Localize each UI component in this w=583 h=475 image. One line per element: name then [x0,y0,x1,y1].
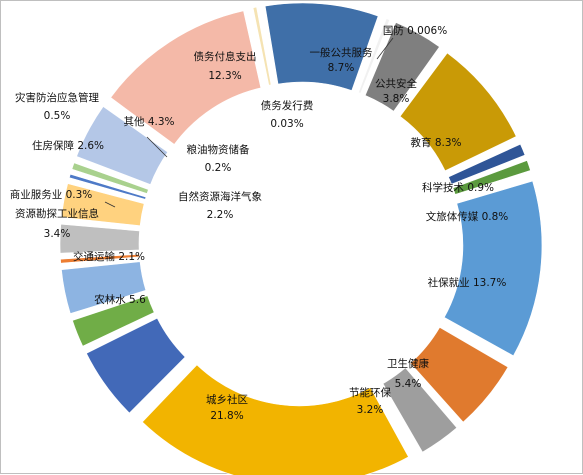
slice-14[interactable] [60,253,140,264]
slice-label-2: 国防 0.006% [383,24,447,37]
leader-line-3 [104,201,116,208]
slice-label-12: 交通运输 2.1% [73,250,145,263]
slice-10[interactable] [141,364,409,475]
slice-13[interactable] [61,261,147,314]
slice-4[interactable] [399,52,517,172]
slice-label-7: 社保就业 13.7% [428,276,507,289]
slice-label-19: 其他 4.3% [123,115,174,128]
slice-3[interactable] [364,22,440,112]
slice-label-4: 教育 8.3% [410,136,461,149]
slice-name-9: 节能环保 [349,386,391,399]
slice-label-14: 商业服务业 0.3% [10,188,93,201]
slice-name-1: 一般公共服务 [310,46,373,59]
slice-1[interactable] [264,2,379,91]
slice-15[interactable] [59,223,140,254]
slice-7[interactable] [443,180,543,357]
slice-name-3: 公共安全 [375,77,417,90]
slice-value-21: 0.03% [270,118,303,130]
slice-name-21: 债务发行费 [261,99,314,112]
slice-5[interactable] [448,143,526,185]
slice-label-6: 文旅体传媒 0.8% [426,210,509,223]
slice-value-3: 3.8% [383,93,410,105]
slice-value-15: 2.2% [207,209,234,221]
slice-name-20: 债务付息支出 [194,50,257,63]
slice-2[interactable] [358,18,391,94]
slice-label-5: 科学技术 0.9% [422,181,494,194]
slice-value-1: 8.7% [328,62,355,74]
slice-21[interactable] [252,6,272,86]
slice-name-8: 卫生健康 [387,357,429,370]
slice-name-17: 粮油物资储备 [187,143,250,156]
slice-label-11: 农林水 5.6 [94,293,146,306]
slice-value-9: 3.2% [357,404,384,416]
slice-18[interactable] [71,162,149,194]
leader-line-2 [146,136,168,158]
slice-value-20: 12.3% [208,70,241,82]
slice-12[interactable] [72,295,155,347]
slice-name-18: 灾害防治应急管理 [15,91,99,104]
slice-value-13: 3.4% [44,228,71,240]
slice-value-17: 0.2% [205,162,232,174]
slice-6[interactable] [452,160,531,195]
slice-9[interactable] [382,367,458,453]
slice-value-8: 5.4% [395,378,422,390]
slice-19[interactable] [76,106,169,185]
leader-line-1 [376,37,394,60]
slice-11[interactable] [86,317,186,414]
slice-16[interactable] [61,183,145,227]
slice-name-13: 资源勘探工业信息 [15,207,99,220]
slice-17[interactable] [68,173,147,200]
slice-name-15: 自然资源海洋气象 [178,190,262,203]
slice-8[interactable] [410,326,509,423]
slice-20[interactable] [110,10,262,145]
slice-label-16: 住房保障 2.6% [32,139,104,152]
slice-value-10: 21.8% [210,410,243,422]
slice-value-18: 0.5% [44,110,71,122]
slice-name-10: 城乡社区 [206,393,248,406]
